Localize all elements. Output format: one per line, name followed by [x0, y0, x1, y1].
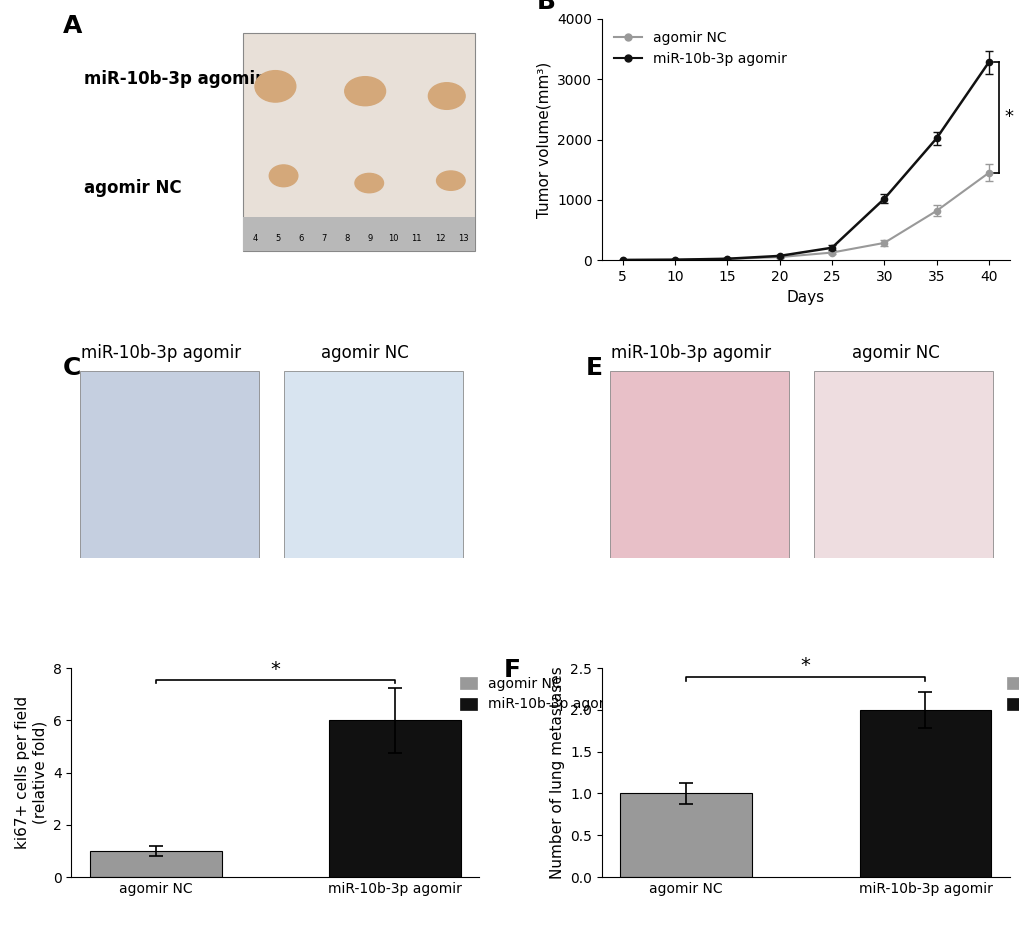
Text: B: B [536, 0, 555, 14]
Text: miR-10b-3p agomir: miR-10b-3p agomir [611, 343, 770, 362]
FancyBboxPatch shape [609, 371, 789, 558]
Bar [859, 710, 990, 877]
Text: miR-10b-3p agomir: miR-10b-3p agomir [82, 343, 240, 362]
Text: 6: 6 [299, 234, 304, 244]
FancyBboxPatch shape [813, 371, 993, 558]
FancyBboxPatch shape [243, 34, 475, 251]
Ellipse shape [344, 77, 385, 105]
Text: E: E [585, 356, 602, 380]
Text: *: * [800, 656, 810, 675]
Text: 9: 9 [368, 234, 373, 244]
Bar [90, 851, 221, 877]
Text: *: * [270, 660, 280, 678]
Text: agomir NC: agomir NC [851, 343, 938, 362]
FancyBboxPatch shape [243, 216, 475, 251]
Text: 8: 8 [344, 234, 350, 244]
Ellipse shape [269, 165, 298, 187]
Text: 13: 13 [458, 234, 468, 244]
Text: F: F [503, 658, 521, 682]
Ellipse shape [428, 83, 465, 109]
Text: 11: 11 [412, 234, 422, 244]
Text: 7: 7 [321, 234, 327, 244]
Ellipse shape [255, 71, 296, 102]
Text: 5: 5 [275, 234, 280, 244]
Y-axis label: ki67+ cells per field
(relative fold): ki67+ cells per field (relative fold) [15, 696, 47, 849]
X-axis label: Days: Days [786, 290, 824, 305]
FancyBboxPatch shape [79, 371, 259, 558]
Legend: agomir NC, miR-10b-3p agomir: agomir NC, miR-10b-3p agomir [608, 25, 792, 72]
Bar [329, 720, 461, 877]
FancyBboxPatch shape [283, 371, 463, 558]
Ellipse shape [436, 171, 465, 190]
Y-axis label: Tumor volume(mm³): Tumor volume(mm³) [536, 62, 551, 217]
Text: 10: 10 [388, 234, 398, 244]
Text: *: * [1004, 108, 1013, 127]
Text: A: A [63, 14, 83, 38]
Bar [620, 793, 751, 877]
Legend: agomir NC, miR-10b-3p agomir: agomir NC, miR-10b-3p agomir [1001, 671, 1019, 717]
Y-axis label: Number of lung metastases: Number of lung metastases [549, 666, 564, 879]
Text: agomir NC: agomir NC [321, 343, 409, 362]
Text: agomir NC: agomir NC [84, 179, 181, 197]
Text: 12: 12 [434, 234, 444, 244]
Text: C: C [63, 356, 82, 380]
Text: 4: 4 [252, 234, 258, 244]
Ellipse shape [355, 174, 383, 193]
Text: miR-10b-3p agomir: miR-10b-3p agomir [84, 70, 263, 88]
Legend: agomir NC, miR-10b-3p agomir: agomir NC, miR-10b-3p agomir [454, 671, 627, 717]
